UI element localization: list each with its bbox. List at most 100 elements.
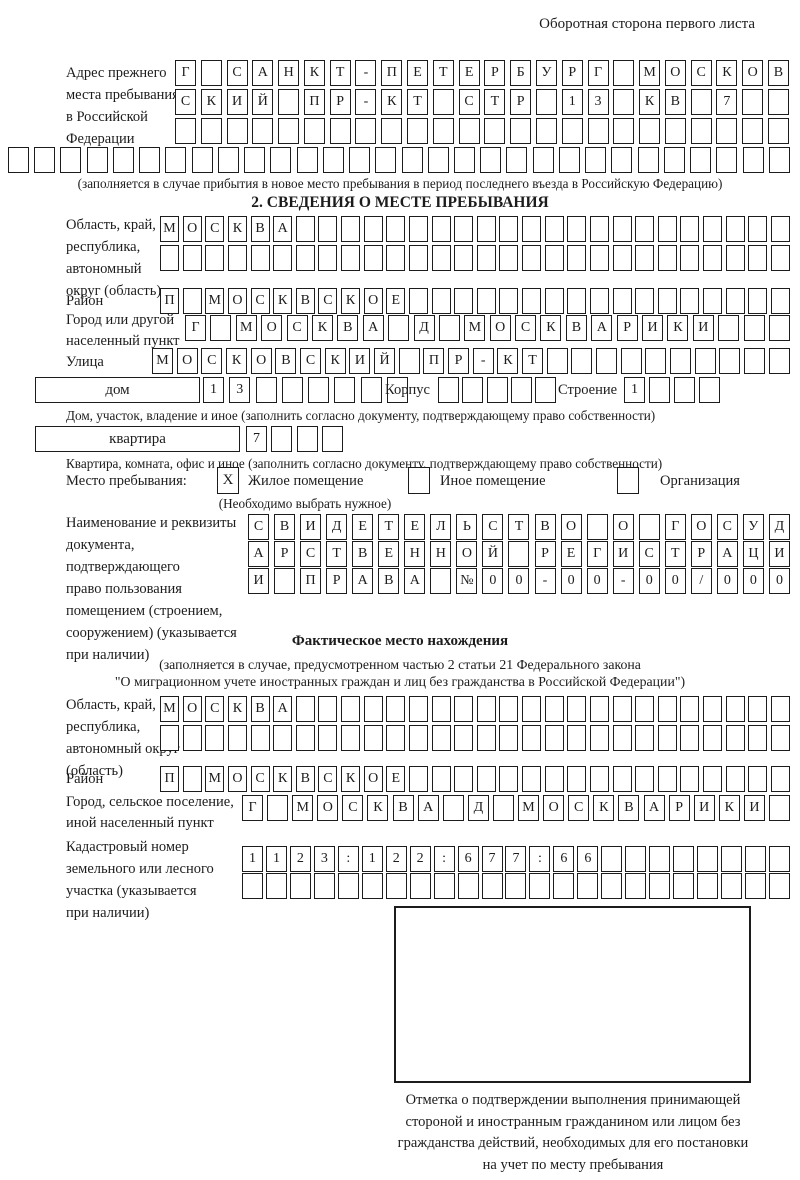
char-box [484, 118, 506, 144]
char-box: 2 [385, 846, 407, 872]
char-box [438, 377, 459, 403]
char-box: Н [404, 541, 426, 567]
stay-type-checkbox-other[interactable] [408, 467, 430, 494]
house-field-box[interactable]: дом [35, 377, 200, 403]
char-box: С [201, 348, 223, 374]
char-box: / [690, 568, 712, 594]
char-box [139, 147, 161, 173]
cadastre-row-2[interactable] [242, 873, 790, 899]
char-box [544, 216, 564, 242]
char-box [454, 216, 474, 242]
char-box [716, 118, 738, 144]
document-label: Наименование и реквизиты документа, подт… [66, 515, 237, 663]
char-box: С [318, 288, 338, 314]
char-box [639, 118, 661, 144]
char-box: С [342, 795, 364, 821]
char-box: А [273, 696, 293, 722]
char-box: О [227, 766, 247, 792]
char-box: А [273, 216, 293, 242]
char-box [657, 288, 677, 314]
prev-address-row-4[interactable] [8, 147, 790, 173]
char-box [217, 147, 239, 173]
char-box: С [318, 766, 338, 792]
prev-address-label: Адрес прежнего места пребывания в Россий… [66, 65, 179, 147]
char-box [454, 696, 474, 722]
char-box [476, 766, 496, 792]
char-box [690, 147, 712, 173]
char-box [770, 696, 790, 722]
char-box [567, 288, 587, 314]
char-box [227, 725, 247, 751]
char-box [408, 216, 428, 242]
char-box [544, 696, 564, 722]
char-box: К [341, 766, 360, 792]
char-box [363, 696, 383, 722]
char-box: С [458, 89, 480, 115]
char-box: Й [482, 541, 504, 567]
actual-location-note-1: (заполняется в случае, предусмотренном ч… [159, 657, 641, 672]
korpus-row[interactable] [438, 377, 556, 403]
apartment-number-row[interactable]: 7 [246, 426, 343, 452]
stroenie-row[interactable]: 1 [624, 377, 720, 403]
char-box [535, 377, 556, 403]
char-box: 3 [229, 377, 251, 403]
char-box: 0 [768, 568, 790, 594]
char-box [529, 873, 551, 899]
char-box: К [639, 89, 661, 115]
apartment-field-box[interactable]: квартира [35, 426, 240, 452]
char-box [408, 245, 428, 271]
char-box: И [349, 348, 371, 374]
char-box [657, 766, 677, 792]
char-box [431, 696, 451, 722]
char-box: Е [560, 541, 582, 567]
char-box [454, 766, 474, 792]
char-box: Д [467, 795, 489, 821]
char-box: 7 [246, 426, 267, 452]
char-box [341, 696, 360, 722]
char-box [227, 245, 247, 271]
char-box: Р [561, 60, 583, 86]
char-box [664, 118, 686, 144]
char-box: К [227, 216, 247, 242]
char-box [546, 348, 568, 374]
char-box [499, 245, 519, 271]
char-box [476, 245, 496, 271]
char-box [674, 377, 695, 403]
actual-region-row-2[interactable] [160, 725, 790, 751]
char-box [182, 766, 202, 792]
char-box: С [515, 315, 537, 341]
char-box: С [226, 60, 248, 86]
document-row-3[interactable]: И П Р А В А № 0 0-0 0-0 0/0 0 0 [248, 568, 790, 594]
char-box [670, 348, 692, 374]
stay-type-checkbox-residential[interactable]: X [217, 467, 239, 494]
char-box [748, 766, 768, 792]
prev-address-row-3[interactable] [175, 118, 789, 144]
stay-type-checkbox-organization[interactable] [617, 467, 639, 494]
char-box: Р [690, 541, 712, 567]
char-box [430, 568, 452, 594]
region-row-2[interactable] [160, 245, 790, 271]
char-box [508, 541, 530, 567]
section2-title: 2. СВЕДЕНИЯ О МЕСТЕ ПРЕБЫВАНИЯ [251, 194, 549, 211]
char-box [596, 348, 618, 374]
char-box [401, 147, 423, 173]
char-box: - [534, 568, 556, 594]
char-box: С [248, 514, 269, 540]
char-box: А [362, 315, 384, 341]
actual-location-note-2: "О миграционном учете иностранных гражда… [114, 674, 686, 689]
char-box [355, 118, 377, 144]
char-box [165, 147, 187, 173]
